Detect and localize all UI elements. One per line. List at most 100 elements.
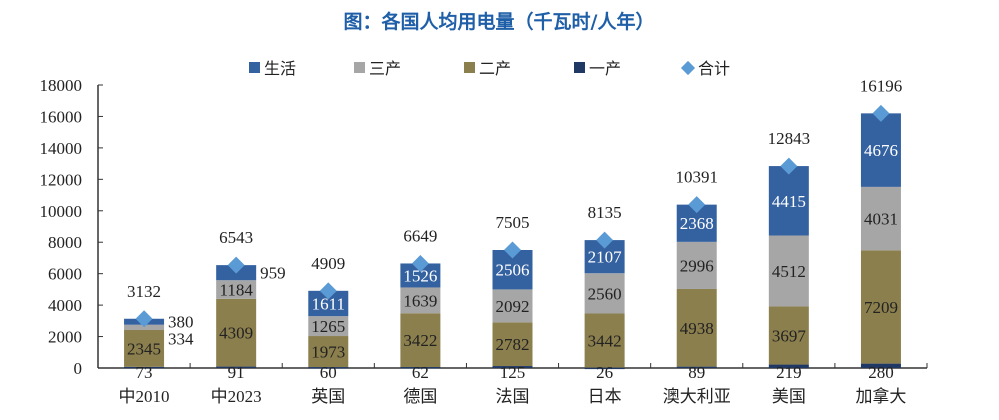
data-label: 3422 [403,331,437,350]
total-label: 8135 [588,203,622,222]
x-category-label: 美国 [772,387,806,406]
data-label: 2368 [680,214,714,233]
x-category-label: 法国 [496,387,530,406]
legend-label: 一产 [589,59,621,78]
total-label: 10391 [675,168,718,187]
total-label: 12843 [768,129,811,148]
bar-segment-二产 [860,250,901,364]
legend: 生活 三产 二产 一产 合计 [249,59,730,78]
data-label: 959 [260,264,286,283]
data-label: 60 [320,363,337,382]
y-tick-label: 2000 [48,328,82,347]
total-label: 7505 [496,213,530,232]
total-label: 16196 [860,76,903,95]
data-label: 125 [500,363,526,382]
bar-segment-一产 [400,367,441,369]
data-label: 2092 [496,297,530,316]
legend-marker-diamond [680,60,696,76]
bar-segment-三产 [492,289,533,323]
y-tick-label: 18000 [40,76,83,95]
data-label: 1526 [403,266,437,285]
bar-segment-二产 [492,322,533,367]
y-tick-label: 4000 [48,296,82,315]
legend-label: 二产 [479,59,511,78]
data-label: 2107 [588,248,623,267]
data-label: 1611 [312,294,345,313]
data-label: 3697 [772,326,807,345]
total-marker [596,231,614,249]
x-category-label: 日本 [588,387,622,406]
total-marker [411,254,429,272]
y-tick-label: 0 [74,359,83,378]
x-category-label: 中2010 [119,387,170,406]
bar-segment-三产 [308,316,349,337]
bar-segment-三产 [124,324,165,330]
data-label: 4031 [864,210,898,229]
bar-segment-三产 [400,287,441,314]
data-label: 2560 [588,284,622,303]
data-label: 4309 [219,324,253,343]
bar-segment-二产 [676,288,717,367]
bar-segment-二产 [124,329,165,367]
data-label: 62 [412,363,429,382]
bar-segment-三产 [584,273,625,314]
total-marker [227,256,245,274]
x-category-label: 英国 [311,387,345,406]
bar-segment-一产 [216,366,257,369]
data-label: 1973 [311,343,345,362]
data-label: 219 [776,363,802,382]
data-label: 2782 [496,335,530,354]
bar-segment-一产 [492,366,533,368]
bar-segment-二产 [768,306,809,365]
y-tick-label: 6000 [48,265,82,284]
total-marker [872,104,890,122]
bar-segment-二产 [216,298,257,367]
legend-marker [249,62,260,73]
data-label: 26 [596,363,613,382]
data-label: 380 [168,313,194,332]
legend-label: 生活 [264,59,296,78]
x-category-label: 中2023 [211,387,262,406]
total-label: 6649 [403,226,437,245]
legend-marker [574,62,585,73]
data-label: 4676 [864,141,898,160]
y-tick-label: 14000 [40,139,83,158]
y-tick-label: 8000 [48,233,82,252]
axes: 0 2000 4000 6000 8000 10000 12000 14000 16000 180… [40,76,928,406]
bar-segment-三产 [216,280,257,299]
data-label: 1265 [311,317,345,336]
bar-segment-二产 [400,313,441,368]
data-label: 1639 [403,291,437,310]
data-label: 2345 [127,339,161,358]
total-label: 6543 [219,228,253,247]
data-label: 2996 [680,256,714,275]
chart-title: 图：各国人均用电量（千瓦时/人年） [344,10,655,33]
total-marker [135,310,153,328]
bar-segment-生活 [768,166,809,236]
data-label: 1184 [219,281,253,300]
legend-label: 合计 [698,59,730,78]
legend-label: 三产 [369,59,401,78]
data-label: 3442 [588,332,622,351]
bar-segment-一产 [768,364,809,368]
bar-segment-三产 [860,186,901,251]
total-label: 4909 [311,254,345,273]
legend-marker [464,62,475,73]
data-label: 91 [228,363,245,382]
y-tick-label: 12000 [40,170,83,189]
total-marker [688,196,706,214]
data-label: 7209 [864,298,898,317]
total-label: 3132 [127,282,161,301]
data-label: 2506 [496,261,530,280]
bar-segment-二产 [308,336,349,368]
data-label: 4938 [680,319,714,338]
bar-segment-生活 [400,263,441,288]
x-category-label: 加拿大 [855,386,906,406]
y-tick-label: 16000 [40,107,83,126]
bar-segment-三产 [676,241,717,289]
y-tick-label: 10000 [40,202,83,221]
bar-segment-一产 [584,367,625,370]
total-marker [780,157,798,175]
